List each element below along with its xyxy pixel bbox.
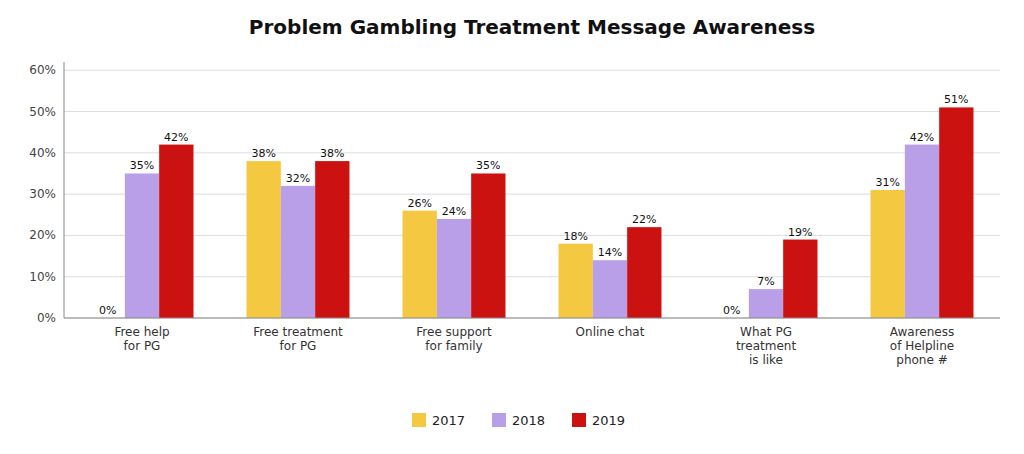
chart-title: Problem Gambling Treatment Message Aware… (249, 15, 815, 39)
legend-label: 2019 (592, 413, 625, 428)
data-label: 19% (788, 226, 812, 239)
y-tick-label: 50% (29, 105, 56, 119)
data-label: 26% (407, 197, 431, 210)
bar (247, 161, 281, 318)
data-labels: 0% 38% 26% 18% 0% 31% 35% 32% 24% 14% 7% 42% 42% 38% 3… (99, 93, 969, 317)
y-axis: 0% 10% 20% 30% 40% 50% 60% (29, 63, 1000, 325)
data-label: 38% (251, 147, 275, 160)
y-tick-label: 30% (29, 187, 56, 201)
y-tick-label: 20% (29, 228, 56, 242)
bar (593, 260, 627, 318)
bar (905, 145, 939, 318)
bar (871, 190, 905, 318)
data-label: 51% (944, 93, 968, 106)
y-tick-label: 10% (29, 270, 56, 284)
x-axis-line (64, 318, 1000, 319)
x-axis: Free helpfor PG Free treatmentfor PG Free … (114, 325, 954, 367)
y-axis-line (64, 62, 65, 318)
data-label: 42% (910, 131, 934, 144)
grid-line (64, 152, 1000, 153)
bar (125, 173, 159, 318)
x-tick-label: Online chat (576, 325, 645, 339)
data-label: 0% (723, 304, 740, 317)
legend-swatch (412, 413, 426, 427)
legend-swatch (492, 413, 506, 427)
bar (403, 211, 437, 318)
x-tick-label: Free treatmentfor PG (253, 325, 343, 353)
data-label: 22% (632, 213, 656, 226)
grid-line (64, 318, 1000, 319)
y-tick-label: 0% (37, 311, 56, 325)
data-label: 35% (130, 159, 154, 172)
bars (125, 107, 974, 318)
data-label: 32% (286, 172, 310, 185)
grid-line (64, 111, 1000, 112)
data-label: 42% (164, 131, 188, 144)
y-tick-label: 60% (29, 63, 56, 77)
x-tick-label: Free supportfor family (416, 325, 492, 353)
bar (159, 145, 193, 318)
grid-line (64, 235, 1000, 236)
x-tick-label: What PGtreatmentis like (736, 325, 796, 367)
bar (471, 173, 505, 318)
data-label: 38% (320, 147, 344, 160)
grid-line (64, 70, 1000, 71)
data-label: 14% (598, 246, 622, 259)
bar (749, 289, 783, 318)
bar (281, 186, 315, 318)
x-tick-label: Free helpfor PG (114, 325, 169, 353)
grid-line (64, 194, 1000, 195)
data-label: 18% (563, 230, 587, 243)
data-label: 35% (476, 159, 500, 172)
legend-swatch (572, 413, 586, 427)
chart-canvas: Problem Gambling Treatment Message Aware… (0, 0, 1024, 454)
legend-label: 2018 (512, 413, 545, 428)
bar (783, 240, 817, 318)
grid-line (64, 276, 1000, 277)
bar (627, 227, 661, 318)
data-label: 0% (99, 304, 116, 317)
legend: 2017 2018 2019 (412, 413, 625, 428)
data-label: 7% (757, 275, 774, 288)
data-label: 31% (875, 176, 899, 189)
bar (315, 161, 349, 318)
x-tick-label: Awarenessof Helplinephone # (890, 325, 954, 367)
bar (559, 244, 593, 318)
bar (437, 219, 471, 318)
y-tick-label: 40% (29, 146, 56, 160)
bar (939, 107, 973, 318)
legend-label: 2017 (432, 413, 465, 428)
data-label: 24% (442, 205, 466, 218)
